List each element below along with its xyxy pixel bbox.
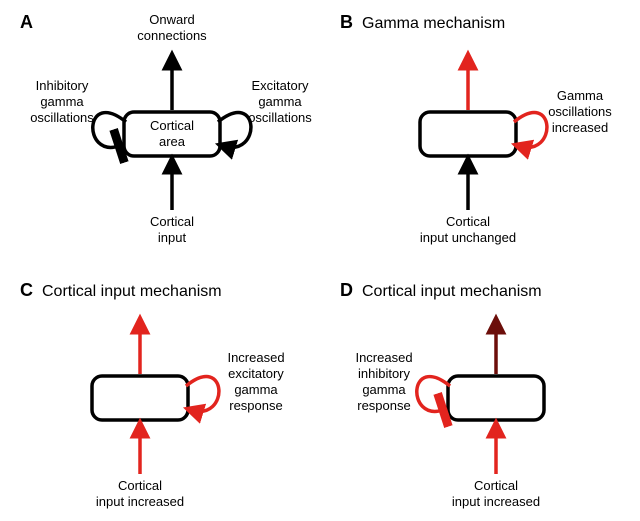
panel-a-right-loop xyxy=(218,113,251,148)
panel-b-title: Gamma mechanism xyxy=(362,15,505,32)
panel-d-left-l3: gamma xyxy=(362,382,406,397)
panel-a-top-l1: Onward xyxy=(149,12,195,27)
panel-a: A Cortical area Onward connections Corti… xyxy=(20,12,312,245)
panel-a-right-l2: gamma xyxy=(258,94,302,109)
panel-a-left-loop xyxy=(93,113,126,148)
panel-c-right-l2: excitatory xyxy=(228,366,284,381)
panel-a-letter: A xyxy=(20,12,33,32)
panel-c-bot-l2: input increased xyxy=(96,494,184,509)
panel-a-left-l3: oscillations xyxy=(30,110,94,125)
panel-b-right-l3: increased xyxy=(552,120,608,135)
panel-b: B Gamma mechanism Cortical input unchang… xyxy=(340,12,612,245)
panel-c-letter: C xyxy=(20,280,33,300)
panel-c: C Cortical input mechanism Cortical inpu… xyxy=(20,280,285,509)
panel-d-left-l1: Increased xyxy=(355,350,412,365)
panel-a-box-l1: Cortical xyxy=(150,118,194,133)
panel-d-left-l4: response xyxy=(357,398,410,413)
panel-a-box-l2: area xyxy=(159,134,186,149)
panel-a-bot-l2: input xyxy=(158,230,187,245)
figure-svg: A Cortical area Onward connections Corti… xyxy=(0,0,640,521)
panel-c-right-l4: response xyxy=(229,398,282,413)
panel-b-box xyxy=(420,112,516,156)
panel-c-box xyxy=(92,376,188,420)
panel-d: D Cortical input mechanism Cortical inpu… xyxy=(340,280,544,509)
panel-a-left-l1: Inhibitory xyxy=(36,78,89,93)
panel-a-top-l2: connections xyxy=(137,28,207,43)
panel-b-bot-l2: input unchanged xyxy=(420,230,516,245)
panel-d-title: Cortical input mechanism xyxy=(362,283,542,300)
panel-c-right-loop xyxy=(186,377,219,412)
panel-c-bot-l1: Cortical xyxy=(118,478,162,493)
panel-b-right-l2: oscillations xyxy=(548,104,612,119)
panel-d-box xyxy=(448,376,544,420)
panel-d-bot-l1: Cortical xyxy=(474,478,518,493)
panel-b-letter: B xyxy=(340,12,353,32)
panel-c-right-l1: Increased xyxy=(227,350,284,365)
panel-d-left-l2: inhibitory xyxy=(358,366,411,381)
panel-a-bot-l1: Cortical xyxy=(150,214,194,229)
panel-c-right-l3: gamma xyxy=(234,382,278,397)
panel-d-letter: D xyxy=(340,280,353,300)
panel-b-right-loop xyxy=(514,113,547,148)
panel-a-left-l2: gamma xyxy=(40,94,84,109)
panel-b-right-l1: Gamma xyxy=(557,88,604,103)
panel-c-title: Cortical input mechanism xyxy=(42,283,222,300)
panel-a-right-l1: Excitatory xyxy=(251,78,309,93)
panel-d-left-loop xyxy=(417,377,450,412)
panel-a-right-l3: oscillations xyxy=(248,110,312,125)
panel-b-bot-l1: Cortical xyxy=(446,214,490,229)
panel-d-bot-l2: input increased xyxy=(452,494,540,509)
